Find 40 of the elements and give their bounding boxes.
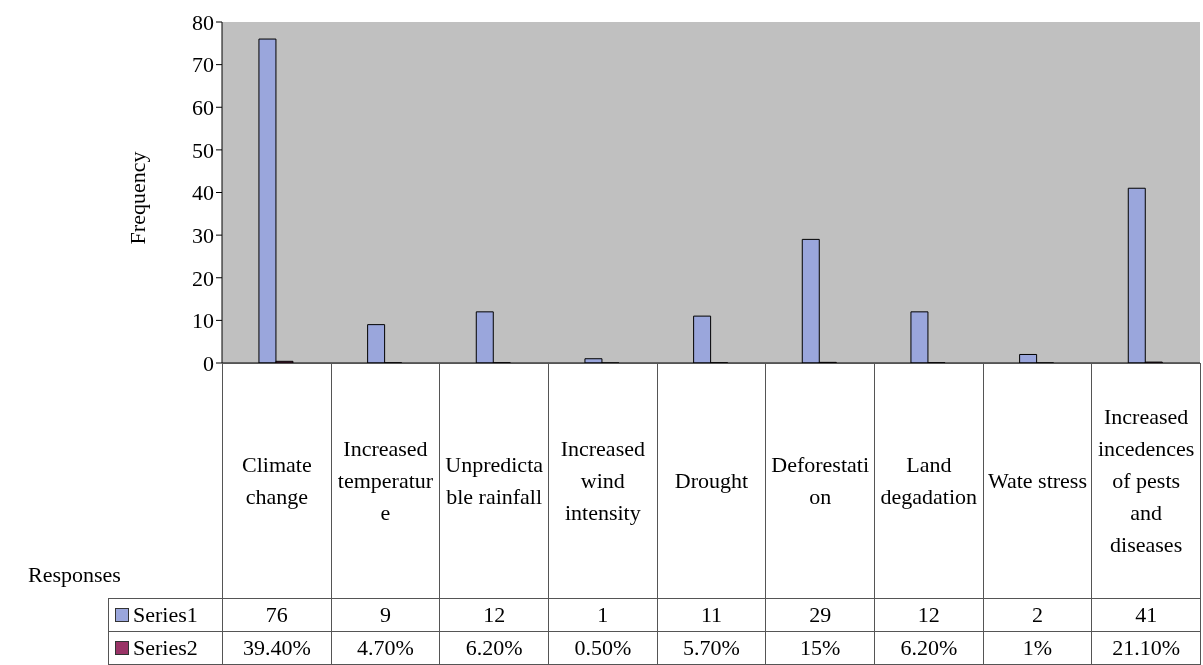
- x-tick-label: Drought: [673, 467, 750, 495]
- x-tick-label: Increased wind intensity: [559, 435, 646, 527]
- x-tick-label: Wate stress: [987, 467, 1088, 495]
- data-label: 6.20%: [439, 631, 549, 665]
- data-label: 11: [656, 598, 767, 632]
- y-tick-label: 40: [192, 180, 214, 206]
- x-tick-label: Climate change: [241, 451, 313, 511]
- data-label: 41: [1091, 598, 1201, 632]
- data-label: 15%: [765, 631, 875, 665]
- data-label: 1%: [982, 631, 1093, 665]
- x-tick-label: Deforestation: [770, 451, 870, 511]
- data-label: 9: [330, 598, 441, 632]
- x-tick-label: Unpredictable rainfall: [444, 451, 544, 511]
- data-label: 12: [874, 598, 984, 632]
- y-tick-label: 60: [192, 95, 214, 121]
- x-tick-label: Land degadation: [879, 451, 979, 511]
- y-tick-label: 20: [192, 265, 214, 291]
- legend-label: Series2: [108, 631, 223, 665]
- y-axis-title: Frequency: [125, 151, 151, 245]
- data-label: 76: [222, 598, 332, 632]
- y-tick-label: 80: [192, 9, 214, 35]
- data-label: 21.10%: [1091, 631, 1201, 665]
- x-tick-label: Increased temperature: [336, 435, 435, 527]
- data-label: 6.20%: [874, 631, 984, 665]
- data-label: 4.70%: [330, 631, 441, 665]
- data-label: 12: [439, 598, 549, 632]
- data-label: 0.50%: [548, 631, 658, 665]
- y-tick-label: 70: [192, 52, 214, 78]
- y-tick-label: 30: [192, 222, 214, 248]
- y-tick-label: 10: [192, 308, 214, 334]
- legend-label: Series1: [108, 598, 223, 632]
- data-label: 29: [765, 598, 875, 632]
- x-axis-title: Responses: [28, 562, 121, 588]
- x-tick-label: Increased incedences of pests and diseases: [1096, 403, 1196, 559]
- data-label: 2: [982, 598, 1093, 632]
- y-tick-label: 0: [203, 350, 214, 376]
- data-label: 1: [548, 598, 658, 632]
- data-label: 5.70%: [656, 631, 767, 665]
- y-tick-label: 50: [192, 137, 214, 163]
- data-label: 39.40%: [222, 631, 332, 665]
